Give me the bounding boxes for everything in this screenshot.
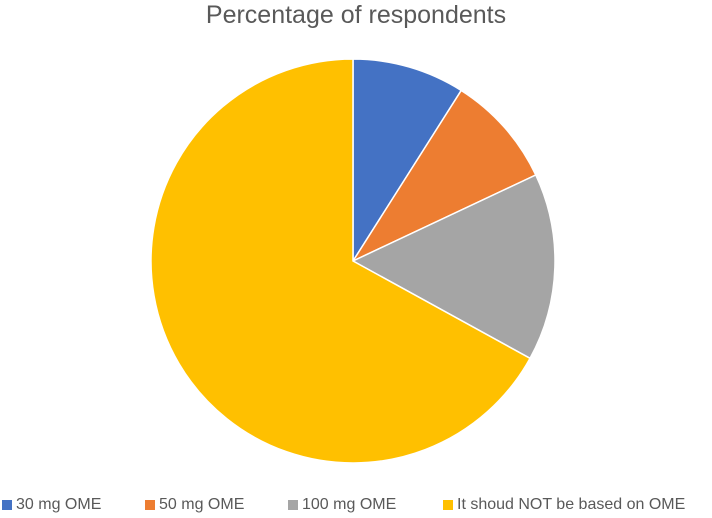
pie-slice-50-mg-ome [350,89,537,263]
legend-label-30mg: 30 mg OME [16,496,102,513]
chart-legend: 30 mg OME 50 mg OME 100 mg OME It shoud … [0,496,712,516]
pie-chart [150,58,556,464]
legend-item-100mg: 100 mg OME [288,496,396,514]
pie-slice-it-shoud-not-be-based-on-ome [150,58,532,464]
legend-item-not-ome: It shoud NOT be based on OME [443,496,685,514]
legend-label-not-ome: It shoud NOT be based on OME [457,496,686,513]
pie-slice-30-mg-ome [352,58,463,264]
legend-swatch-30mg [2,500,12,510]
legend-swatch-not-ome [443,500,453,510]
legend-swatch-100mg [288,500,298,510]
legend-label-100mg: 100 mg OME [302,496,397,513]
legend-item-50mg: 50 mg OME [145,496,244,514]
legend-label-50mg: 50 mg OME [159,496,245,513]
chart-title: Percentage of respondents [205,1,507,29]
legend-item-30mg: 30 mg OME [2,496,101,514]
legend-swatch-50mg [145,500,155,510]
pie-slice-100-mg-ome [351,173,556,360]
